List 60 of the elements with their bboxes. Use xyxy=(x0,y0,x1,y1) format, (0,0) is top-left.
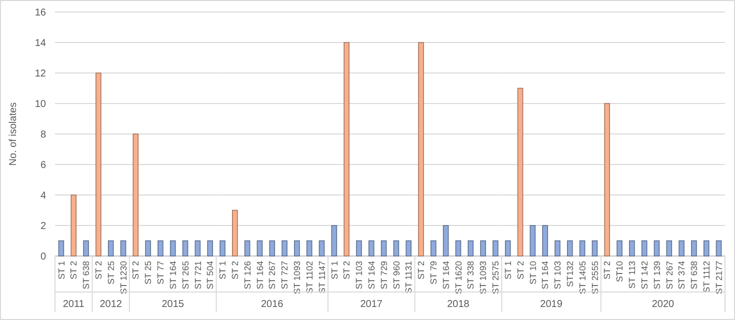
x-tick-label: ST 77 xyxy=(156,260,166,284)
x-axis-title: 2020 xyxy=(652,299,675,310)
x-axis-title: 2018 xyxy=(447,299,470,310)
x-tick-label: ST 2 xyxy=(94,260,104,280)
x-axis-title: 2015 xyxy=(162,299,184,310)
x-tick-label: ST 10 xyxy=(528,260,538,284)
x-tick-label: ST 729 xyxy=(378,260,389,290)
x-tick-label: ST 103 xyxy=(354,260,364,290)
x-tick-label: ST 164 xyxy=(254,260,265,290)
x-tick-label: ST 638 xyxy=(689,260,700,290)
x-tick-label: ST 727 xyxy=(280,260,290,290)
x-tick-label: ST 504 xyxy=(205,260,216,290)
x-tick-label: ST 139 xyxy=(652,260,662,290)
x-tick-label: ST 1 xyxy=(56,260,66,280)
y-tick-label: 12 xyxy=(34,68,46,80)
x-tick-label: ST 2 xyxy=(515,260,526,280)
x-tick-label: ST 2 xyxy=(342,260,352,280)
x-tick-label: ST 79 xyxy=(428,260,439,284)
x-tick-label: ST 1 xyxy=(218,260,228,280)
x-tick-label: ST 638 xyxy=(81,260,92,290)
x-tick-label: ST 2 xyxy=(602,260,612,280)
x-tick-label: ST 1 xyxy=(502,260,513,280)
x-tick-label: ST 265 xyxy=(180,260,190,290)
x-axis-title: 2012 xyxy=(100,299,122,310)
x-tick-label: ST 103 xyxy=(552,260,563,290)
x-axis-title: 2011 xyxy=(62,299,85,310)
x-axis-title: 2019 xyxy=(540,299,563,310)
y-tick-label: 2 xyxy=(40,221,46,232)
y-tick-label: 10 xyxy=(34,99,46,110)
x-tick-label: ST 164 xyxy=(168,260,178,290)
x-tick-label: ST 113 xyxy=(627,260,638,289)
x-tick-label: ST 2 xyxy=(416,260,426,280)
y-tick-label: 16 xyxy=(34,8,46,18)
x-tick-label: ST 2 xyxy=(68,260,79,280)
y-tick-label: 4 xyxy=(40,190,46,202)
x-tick-label: ST 267 xyxy=(267,260,278,290)
x-tick-label: ST 338 xyxy=(466,260,476,290)
x-tick-label: ST 1 xyxy=(329,260,340,280)
x-tick-label: ST 2 xyxy=(230,260,240,280)
x-tick-label: ST 374 xyxy=(676,260,687,290)
y-tick-label: 0 xyxy=(40,252,46,262)
x-tick-label: ST 267 xyxy=(664,260,674,290)
x-tick-label: ST 25 xyxy=(106,260,116,284)
x-tick-label: ST 142 xyxy=(639,260,650,290)
x-tick-label: ST 126 xyxy=(242,260,252,290)
y-tick-label: 6 xyxy=(40,160,46,171)
y-tick-label: 8 xyxy=(40,130,46,140)
x-tick-label: ST 164 xyxy=(440,260,451,290)
y-axis-title: No. of isolates xyxy=(8,102,19,166)
x-tick-label: ST 721 xyxy=(192,260,203,290)
x-tick-label: ST 960 xyxy=(391,260,402,290)
x-axis-title: 2016 xyxy=(261,299,284,310)
x-tick-label: ST10 xyxy=(614,260,625,282)
x-tick-label: ST 25 xyxy=(143,260,154,284)
x-tick-label: ST 164 xyxy=(540,260,550,290)
y-tick-label: 14 xyxy=(34,38,46,49)
x-tick-label: ST 2 xyxy=(130,260,141,280)
x-axis-title: 2017 xyxy=(360,299,383,310)
x-tick-label: ST132 xyxy=(564,260,575,287)
x-tick-label: ST 164 xyxy=(366,260,376,290)
